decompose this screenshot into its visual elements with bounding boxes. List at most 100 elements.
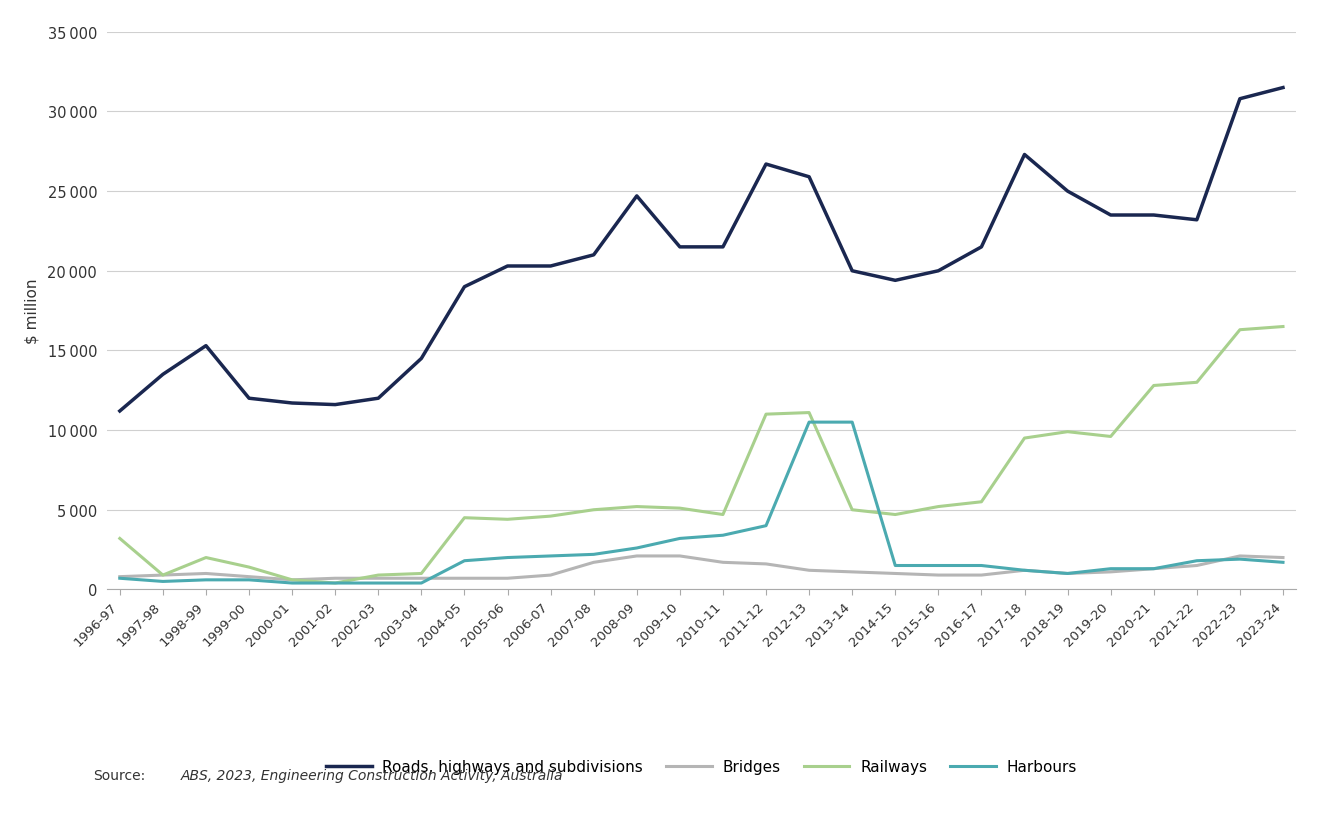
- Harbours: [844, 418, 860, 428]
- Harbours: [715, 531, 731, 541]
- Roads, highways and subdivisions: [542, 262, 558, 272]
- Railways: [1275, 322, 1291, 332]
- Roads, highways and subdivisions: [285, 399, 301, 409]
- Bridges: [715, 558, 731, 568]
- Railways: [715, 510, 731, 520]
- Railways: [802, 408, 818, 418]
- Harbours: [758, 521, 774, 531]
- Text: ABS, 2023, Engineering Construction Activity, Australia: ABS, 2023, Engineering Construction Acti…: [180, 768, 562, 782]
- Roads, highways and subdivisions: [370, 394, 386, 404]
- Bridges: [1017, 566, 1033, 576]
- Railways: [672, 504, 688, 514]
- Harbours: [112, 573, 128, 583]
- Bridges: [155, 571, 171, 581]
- Harbours: [1232, 554, 1248, 564]
- Roads, highways and subdivisions: [629, 192, 645, 201]
- Harbours: [285, 578, 301, 588]
- Legend: Roads, highways and subdivisions, Bridges, Railways, Harbours: Roads, highways and subdivisions, Bridge…: [319, 753, 1083, 781]
- Roads, highways and subdivisions: [1059, 187, 1075, 197]
- Harbours: [542, 551, 558, 561]
- Bridges: [1232, 551, 1248, 561]
- Railways: [285, 575, 301, 585]
- Harbours: [1146, 564, 1162, 574]
- Harbours: [1275, 558, 1291, 568]
- Harbours: [413, 578, 429, 588]
- Roads, highways and subdivisions: [1275, 84, 1291, 93]
- Roads, highways and subdivisions: [112, 406, 128, 416]
- Harbours: [974, 561, 990, 571]
- Roads, highways and subdivisions: [887, 276, 903, 286]
- Bridges: [802, 566, 818, 576]
- Railways: [585, 505, 601, 515]
- Roads, highways and subdivisions: [327, 400, 343, 410]
- Harbours: [802, 418, 818, 428]
- Railways: [974, 497, 990, 507]
- Bridges: [1059, 569, 1075, 579]
- Harbours: [1059, 569, 1075, 579]
- Railways: [758, 410, 774, 419]
- Railways: [240, 563, 257, 572]
- Roads, highways and subdivisions: [1146, 210, 1162, 220]
- Roads, highways and subdivisions: [1189, 215, 1205, 225]
- Bridges: [370, 573, 386, 583]
- Railways: [1102, 432, 1118, 441]
- Railways: [198, 553, 214, 563]
- Roads, highways and subdivisions: [1017, 151, 1033, 161]
- Roads, highways and subdivisions: [500, 262, 516, 272]
- Harbours: [1102, 564, 1118, 574]
- Railways: [1146, 381, 1162, 391]
- Bridges: [1102, 568, 1118, 577]
- Railways: [370, 571, 386, 581]
- Harbours: [1017, 566, 1033, 576]
- Roads, highways and subdivisions: [1102, 210, 1118, 220]
- Roads, highways and subdivisions: [1232, 95, 1248, 105]
- Railways: [457, 514, 473, 523]
- Railways: [844, 505, 860, 515]
- Line: Harbours: Harbours: [120, 423, 1283, 583]
- Harbours: [500, 553, 516, 563]
- Roads, highways and subdivisions: [974, 242, 990, 252]
- Railways: [629, 502, 645, 512]
- Roads, highways and subdivisions: [844, 266, 860, 276]
- Roads, highways and subdivisions: [155, 370, 171, 380]
- Bridges: [285, 575, 301, 585]
- Railways: [112, 534, 128, 544]
- Bridges: [758, 559, 774, 569]
- Bridges: [974, 571, 990, 581]
- Harbours: [629, 543, 645, 553]
- Bridges: [327, 573, 343, 583]
- Harbours: [370, 578, 386, 588]
- Railways: [1189, 378, 1205, 387]
- Roads, highways and subdivisions: [802, 173, 818, 183]
- Bridges: [500, 573, 516, 583]
- Roads, highways and subdivisions: [457, 283, 473, 292]
- Roads, highways and subdivisions: [413, 354, 429, 364]
- Line: Roads, highways and subdivisions: Roads, highways and subdivisions: [120, 88, 1283, 411]
- Harbours: [887, 561, 903, 571]
- Y-axis label: $ million: $ million: [24, 278, 39, 344]
- Roads, highways and subdivisions: [585, 251, 601, 260]
- Railways: [887, 510, 903, 520]
- Bridges: [629, 551, 645, 561]
- Roads, highways and subdivisions: [240, 394, 257, 404]
- Roads, highways and subdivisions: [672, 242, 688, 252]
- Roads, highways and subdivisions: [758, 160, 774, 170]
- Bridges: [844, 568, 860, 577]
- Roads, highways and subdivisions: [715, 242, 731, 252]
- Harbours: [672, 534, 688, 544]
- Railways: [1017, 433, 1033, 443]
- Bridges: [930, 571, 946, 581]
- Harbours: [240, 575, 257, 585]
- Harbours: [155, 577, 171, 586]
- Bridges: [1189, 561, 1205, 571]
- Harbours: [585, 550, 601, 559]
- Text: Source:: Source:: [94, 768, 146, 782]
- Railways: [1059, 428, 1075, 437]
- Bridges: [672, 551, 688, 561]
- Railways: [1232, 325, 1248, 335]
- Bridges: [887, 569, 903, 579]
- Bridges: [240, 572, 257, 581]
- Bridges: [1275, 553, 1291, 563]
- Harbours: [930, 561, 946, 571]
- Line: Bridges: Bridges: [120, 556, 1283, 580]
